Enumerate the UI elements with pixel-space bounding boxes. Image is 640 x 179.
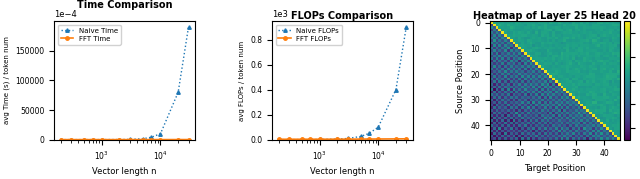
Naive FLOPs [333,138,341,140]
Line: Naive Time: Naive Time [59,25,190,141]
FFT FLOPs [333,138,341,140]
FFT Time [98,139,106,141]
Naive FLOPs [392,89,400,91]
FFT Time [174,139,182,141]
Y-axis label: Source Position: Source Position [456,48,465,113]
FFT Time [89,139,97,141]
Naive Time [67,139,75,141]
Naive Time [80,139,88,141]
Naive FLOPs [365,132,373,134]
Line: FFT FLOPs: FFT FLOPs [277,137,408,141]
FFT Time [67,139,75,141]
Legend: Naive FLOPs, FFT FLOPs: Naive FLOPs, FFT FLOPs [276,25,342,45]
FFT FLOPs [316,138,323,140]
FFT FLOPs [285,138,292,140]
FFT FLOPs [365,138,373,140]
Naive Time [89,139,97,141]
FFT Time [116,139,124,141]
Naive Time [157,133,164,135]
Naive Time [57,139,65,141]
Line: Naive FLOPs: Naive FLOPs [277,25,408,141]
Title: FLOPs Comparison: FLOPs Comparison [291,11,394,21]
X-axis label: Target Position: Target Position [524,164,586,173]
Y-axis label: avg FLOPs / token num: avg FLOPs / token num [239,40,244,121]
FFT FLOPs [403,138,410,140]
Naive FLOPs [344,137,351,140]
FFT Time [148,139,156,141]
Naive FLOPs [374,126,382,128]
X-axis label: Vector length n: Vector length n [310,167,374,176]
Naive FLOPs [298,139,306,141]
FFT Time [185,139,193,141]
Line: FFT Time: FFT Time [59,138,190,141]
FFT FLOPs [307,138,314,140]
Naive Time [98,139,106,141]
X-axis label: Vector length n: Vector length n [92,167,157,176]
Naive Time [148,136,156,138]
FFT FLOPs [298,138,306,140]
FFT FLOPs [374,138,382,140]
FFT FLOPs [392,138,400,140]
Naive Time [126,138,134,141]
Legend: Naive Time, FFT Time: Naive Time, FFT Time [58,25,120,45]
Naive FLOPs [316,138,323,141]
FFT Time [126,139,134,141]
Naive FLOPs [307,139,314,141]
Naive Time [116,139,124,141]
FFT FLOPs [275,138,282,140]
Naive Time [174,91,182,93]
Naive FLOPs [356,136,364,138]
Naive FLOPs [275,139,282,141]
FFT Time [57,139,65,141]
FFT FLOPs [356,138,364,140]
FFT Time [80,139,88,141]
FFT Time [157,139,164,141]
Title: Heatmap of Layer 25 Head 20: Heatmap of Layer 25 Head 20 [474,11,636,21]
Naive FLOPs [285,139,292,141]
Naive Time [139,138,147,140]
FFT Time [139,139,147,141]
Y-axis label: avg Time (s) / token num: avg Time (s) / token num [3,37,10,124]
Title: Time Comparison: Time Comparison [77,0,172,10]
Naive FLOPs [403,26,410,28]
FFT FLOPs [344,138,351,140]
Naive Time [185,26,193,28]
